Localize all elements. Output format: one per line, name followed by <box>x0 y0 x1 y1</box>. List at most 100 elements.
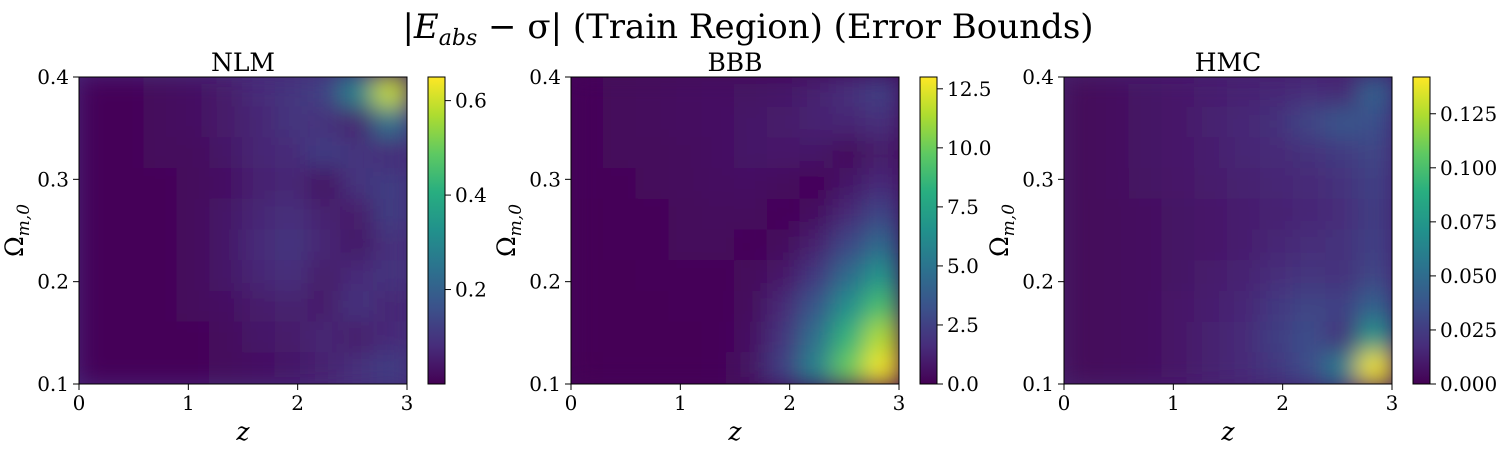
heatmap-cell <box>1194 260 1229 293</box>
heatmap-cell <box>1292 137 1328 171</box>
heatmap-cell <box>1161 168 1197 201</box>
heatmap-cell <box>1128 106 1164 140</box>
heatmap-cell <box>1095 106 1131 140</box>
heatmap-cell <box>274 321 310 355</box>
heatmap-cell <box>635 106 671 140</box>
heatmap-cell <box>307 106 343 140</box>
heatmap-cell <box>766 352 802 384</box>
heatmap-cell <box>799 229 835 263</box>
heatmap-cell <box>1064 352 1098 384</box>
heatmap-cell <box>1161 137 1197 171</box>
heatmap-cell <box>1128 290 1164 324</box>
heatmap-cell <box>110 137 146 171</box>
heatmap-cell <box>668 352 704 384</box>
heatmap-cell <box>766 168 802 201</box>
heatmap-cell <box>110 321 146 355</box>
heatmap-cell <box>1128 198 1164 232</box>
heatmap-cell <box>176 321 212 355</box>
heatmap-cell <box>79 168 113 201</box>
heatmap-cell <box>668 229 704 263</box>
heatmap-cell <box>1128 229 1164 263</box>
heatmap-cell <box>79 77 113 109</box>
heatmap-cell <box>307 290 343 324</box>
heatmap-cell <box>274 168 310 201</box>
heatmap-cell <box>176 198 212 232</box>
heatmap-cell <box>832 168 868 201</box>
heatmap-cell <box>701 168 736 201</box>
heatmap-cell <box>209 352 244 384</box>
heatmap-cell <box>734 229 769 263</box>
colorbar <box>427 76 446 385</box>
heatmap-cell <box>571 198 605 232</box>
heatmap-cell <box>274 352 310 384</box>
heatmap-cell <box>832 198 868 232</box>
heatmap-cell <box>1325 198 1361 232</box>
heatmap-cell <box>1064 106 1098 140</box>
colorbar-tick-label: 0.075 <box>1440 210 1497 234</box>
heatmap-cell <box>766 260 802 293</box>
heatmap-cell <box>79 260 113 293</box>
heatmap-cell <box>832 260 868 293</box>
heatmap-cell <box>373 106 407 140</box>
x-tick-label: 1 <box>182 391 195 415</box>
heatmap-cell <box>340 352 376 384</box>
heatmap-cell <box>143 290 179 324</box>
heatmap-cell <box>701 77 736 109</box>
heatmap-cell <box>1358 260 1392 293</box>
heatmap-cell <box>1259 352 1295 384</box>
heatmap-cell <box>1358 137 1392 171</box>
heatmap-cell <box>79 198 113 232</box>
heatmap-cell <box>865 352 899 384</box>
heatmap-cell <box>799 198 835 232</box>
heatmap-cell <box>209 77 244 109</box>
figure-title: |Eabs − σ| (Train Region) (Error Bounds) <box>402 7 1093 51</box>
heatmap-cell <box>1064 321 1098 355</box>
heatmap-cell <box>1358 198 1392 232</box>
y-axis-label: Ωm,0 <box>985 204 1019 257</box>
y-tick-label: 0.1 <box>1022 372 1054 396</box>
heatmap-cell <box>143 352 179 384</box>
heatmap-cell <box>668 168 704 201</box>
heatmap-cell <box>110 198 146 232</box>
plot-frame <box>1063 76 1393 385</box>
heatmap-cell <box>1064 198 1098 232</box>
heatmap-cell <box>373 229 407 263</box>
heatmap-cell <box>143 198 179 232</box>
heatmap-cell <box>1325 106 1361 140</box>
heatmap-bbb <box>571 77 899 384</box>
heatmap-cell <box>373 352 407 384</box>
heatmap-cell <box>668 321 704 355</box>
heatmap-cell <box>176 106 212 140</box>
colorbar-tick-label: 5.0 <box>947 254 979 278</box>
colorbar-tick-label: 0.000 <box>1440 372 1497 396</box>
y-tick-label: 0.2 <box>529 270 561 294</box>
heatmap-cell <box>209 137 244 171</box>
heatmap-cell <box>1325 290 1361 324</box>
heatmap-cell <box>274 137 310 171</box>
heatmap-cell <box>799 77 835 109</box>
colorbar-tick-label: 0.100 <box>1440 156 1497 180</box>
heatmap-cell <box>340 321 376 355</box>
heatmap-cell <box>734 290 769 324</box>
heatmap-cell <box>307 168 343 201</box>
heatmap-cell <box>799 137 835 171</box>
colorbar-tick-label: 7.5 <box>947 195 979 219</box>
heatmap-cell <box>766 229 802 263</box>
heatmap-cell <box>1161 290 1197 324</box>
heatmap-cell <box>1292 106 1328 140</box>
heatmap-cell <box>373 260 407 293</box>
heatmap-cell <box>668 260 704 293</box>
heatmap-cell <box>1227 198 1262 232</box>
heatmap-cell <box>242 229 277 263</box>
heatmap-cell <box>635 137 671 171</box>
heatmap-cell <box>1259 229 1295 263</box>
heatmap-cell <box>865 290 899 324</box>
heatmap-cell <box>274 77 310 109</box>
heatmap-cell <box>242 321 277 355</box>
x-axis-label: z <box>727 417 742 446</box>
heatmap-cell <box>242 137 277 171</box>
heatmap-cell <box>143 168 179 201</box>
heatmap-cell <box>340 168 376 201</box>
heatmap-cell <box>110 229 146 263</box>
heatmap-cell <box>340 77 376 109</box>
